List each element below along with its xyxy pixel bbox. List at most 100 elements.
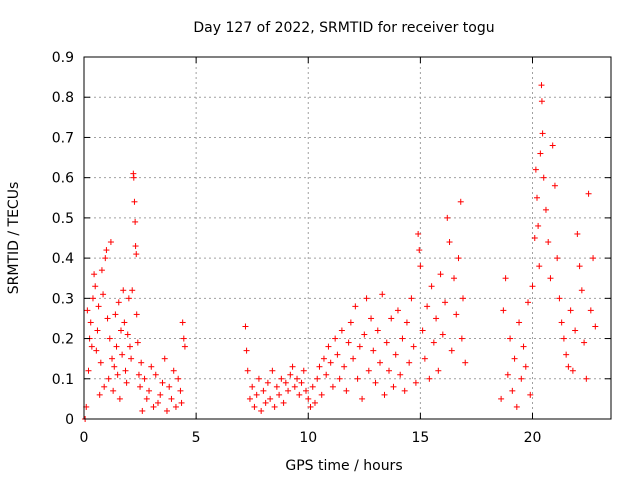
data-point: [264, 379, 271, 386]
data-point: [520, 343, 527, 350]
data-point: [102, 255, 109, 262]
data-point: [392, 351, 399, 358]
data-point: [121, 319, 128, 326]
data-point: [332, 335, 339, 342]
data-point: [97, 359, 104, 366]
data-point: [172, 403, 179, 410]
data-point: [401, 387, 408, 394]
data-point: [139, 407, 146, 414]
data-point: [374, 327, 381, 334]
data-point: [347, 319, 354, 326]
data-point: [500, 307, 507, 314]
data-point: [372, 379, 379, 386]
data-point: [390, 383, 397, 390]
data-point: [138, 359, 145, 366]
data-point: [280, 399, 287, 406]
data-point: [363, 295, 370, 302]
data-point: [558, 319, 565, 326]
data-point: [104, 315, 111, 322]
data-point: [84, 307, 91, 314]
data-point: [459, 295, 466, 302]
y-tick-label: 0.1: [52, 372, 74, 388]
data-point: [115, 299, 122, 306]
data-point: [538, 82, 545, 89]
data-point: [246, 395, 253, 402]
data-point: [134, 339, 141, 346]
data-point: [179, 319, 186, 326]
y-tick-label: 0.2: [52, 332, 74, 348]
data-point: [116, 395, 123, 402]
x-tick-label: 20: [524, 430, 542, 446]
data-point: [513, 403, 520, 410]
data-point: [509, 387, 516, 394]
data-point: [421, 355, 428, 362]
data-point: [365, 367, 372, 374]
data-point: [305, 395, 312, 402]
data-point: [150, 403, 157, 410]
data-point: [177, 387, 184, 394]
data-point: [538, 98, 545, 105]
data-point: [291, 383, 298, 390]
data-point: [105, 375, 112, 382]
data-point: [343, 387, 350, 394]
data-point: [120, 287, 127, 294]
data-point: [242, 323, 249, 330]
data-point: [567, 307, 574, 314]
x-tick-label: 5: [192, 430, 201, 446]
data-point: [516, 319, 523, 326]
data-point: [175, 375, 182, 382]
data-point: [415, 230, 422, 237]
data-points: [82, 82, 599, 422]
data-point: [168, 395, 175, 402]
data-point: [451, 275, 458, 282]
data-point: [417, 263, 424, 270]
data-point: [399, 335, 406, 342]
x-tick-label: 15: [411, 430, 429, 446]
data-point: [545, 239, 552, 246]
data-point: [133, 311, 140, 318]
data-point: [576, 263, 583, 270]
data-point: [453, 311, 460, 318]
data-point: [583, 375, 590, 382]
data-point: [243, 347, 250, 354]
data-point: [180, 335, 187, 342]
data-point: [535, 222, 542, 229]
data-point: [276, 391, 283, 398]
data-point: [581, 339, 588, 346]
data-point: [532, 166, 539, 173]
data-point: [527, 391, 534, 398]
data-point: [444, 214, 451, 221]
data-point: [549, 142, 556, 149]
data-point: [341, 363, 348, 370]
data-point: [320, 355, 327, 362]
data-point: [269, 367, 276, 374]
data-point: [592, 323, 599, 330]
data-point: [336, 375, 343, 382]
y-tick-label: 0.3: [52, 291, 74, 307]
data-point: [537, 150, 544, 157]
data-point: [529, 283, 536, 290]
data-point: [101, 383, 108, 390]
data-point: [98, 267, 105, 274]
data-point: [554, 255, 561, 262]
data-point: [381, 391, 388, 398]
data-point: [296, 391, 303, 398]
x-tick-label: 0: [80, 430, 89, 446]
data-point: [113, 343, 120, 350]
x-axis-title: GPS time / hours: [285, 458, 402, 474]
data-point: [126, 343, 133, 350]
data-point: [114, 371, 121, 378]
data-point: [406, 359, 413, 366]
data-point: [350, 355, 357, 362]
data-point: [416, 247, 423, 254]
data-point: [152, 371, 159, 378]
data-point: [424, 303, 431, 310]
data-point: [356, 343, 363, 350]
data-point: [294, 375, 301, 382]
data-point: [359, 395, 366, 402]
data-point: [133, 251, 140, 258]
data-point: [163, 407, 170, 414]
data-point: [385, 367, 392, 374]
y-tick-label: 0.9: [52, 50, 74, 66]
